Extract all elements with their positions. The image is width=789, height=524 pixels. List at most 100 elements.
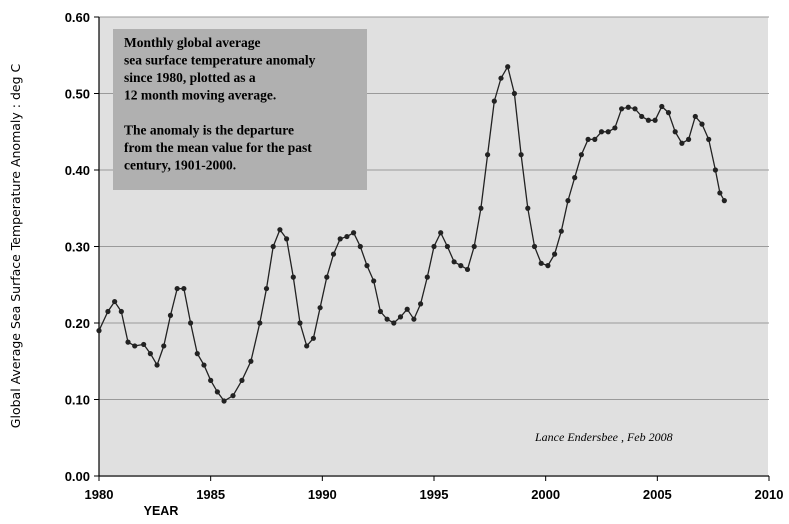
data-point [263,285,270,292]
x-tick-label: 2010 [755,487,784,502]
y-tick-label: 0.50 [65,87,90,102]
data-point [699,121,705,127]
data-point [96,328,102,334]
data-point [424,274,430,280]
data-point [565,198,571,204]
data-point [598,129,605,135]
data-point [645,117,652,123]
data-point [344,233,350,240]
data-point [451,259,457,265]
data-point [357,243,363,250]
data-point [384,316,390,322]
data-point [239,377,245,383]
annotation-line: since 1980, plotted as a [124,70,256,85]
y-axis-title: Global Average Sea Surface Temperature A… [8,64,23,429]
data-point [679,140,685,146]
data-point [438,230,444,236]
data-point [585,136,591,142]
y-tick-label: 0.30 [65,240,90,255]
data-point [717,190,723,196]
data-point [431,243,437,250]
data-point [161,343,167,349]
series-points [96,64,727,404]
data-point [304,343,310,349]
annotation-line: 12 month moving average. [124,88,276,103]
data-point [511,90,517,97]
data-point [154,362,160,368]
data-point [201,362,207,368]
data-point [337,236,343,242]
data-point [518,152,524,158]
data-point [652,117,658,123]
data-point [552,251,558,257]
data-point [248,358,254,364]
y-tick-label: 0.10 [65,393,90,408]
data-point [404,306,410,312]
annotation-line: from the mean value for the past [124,140,312,155]
x-tick-label: 1980 [85,487,114,502]
annotation-line: Monthly global average [124,35,261,50]
data-point [531,243,538,250]
annotation-line: sea surface temperature anomaly [124,53,316,68]
data-point [712,167,719,173]
data-point [270,243,276,250]
annotation-box [113,29,367,190]
data-point [625,104,631,110]
data-point [277,227,283,233]
x-axis-title: YEAR [144,504,179,518]
data-point [187,320,194,326]
data-point [639,113,645,120]
data-point [330,251,337,257]
data-point [665,110,672,116]
data-point [471,243,477,250]
data-point [686,136,692,142]
x-tick-label: 1985 [196,487,225,502]
data-point [505,64,511,70]
data-point [605,129,611,135]
x-tick-label: 1990 [308,487,337,502]
data-point [194,351,200,357]
data-point [324,274,330,280]
y-tick-label: 0.20 [65,316,90,331]
data-point [290,274,296,280]
y-tick-label: 0.60 [65,10,90,25]
data-point [230,393,236,399]
annotation-text: Monthly global average sea surface tempe… [124,35,316,173]
data-point [572,175,578,181]
data-point [444,243,450,250]
data-point [706,136,712,142]
data-point [297,320,303,326]
y-axis-ticks: 0.00 0.10 0.20 0.30 0.40 0.50 0.60 [65,10,99,484]
data-point [214,389,220,395]
data-point [221,398,227,404]
data-point [317,305,323,311]
data-point [105,308,111,315]
data-point [632,106,638,112]
data-point [391,320,397,326]
data-point [464,266,471,273]
data-point [525,205,531,211]
data-point [659,103,665,110]
data-point [377,308,383,315]
data-point [498,75,504,81]
data-point [612,125,618,131]
data-point [721,198,727,204]
data-point [458,263,464,269]
data-point [538,260,544,266]
data-point [125,339,131,345]
data-point [351,230,357,236]
data-point [418,301,424,307]
data-point [284,236,290,242]
data-point [485,152,491,158]
data-point [364,263,370,269]
annotation-line: The anomaly is the departure [124,123,294,138]
data-point [397,314,404,320]
data-point [371,278,377,284]
data-point [545,263,551,269]
data-point [692,113,698,120]
data-point [558,228,564,234]
data-point [141,341,147,348]
x-tick-label: 2000 [531,487,560,502]
y-tick-label: 0.00 [65,469,90,484]
